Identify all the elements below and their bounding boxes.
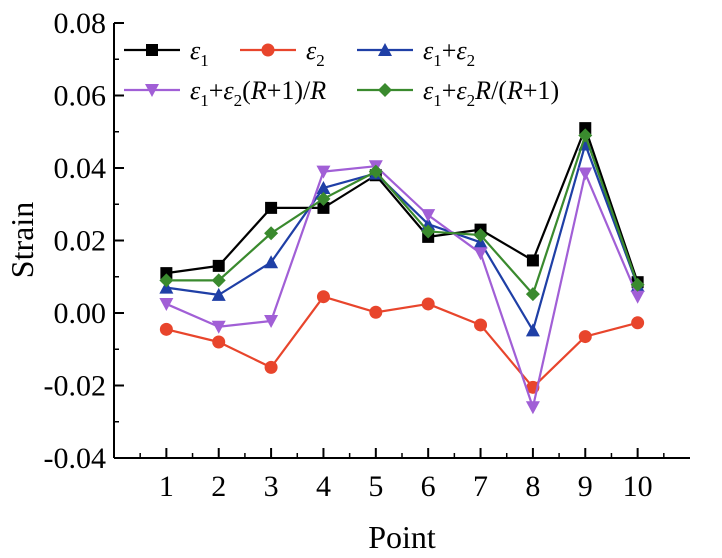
series-line — [166, 134, 639, 296]
data-point — [525, 401, 540, 415]
x-tick-label: 2 — [211, 470, 226, 503]
legend-label: ε1​ — [190, 36, 209, 70]
data-point — [421, 224, 436, 239]
data-point — [630, 277, 645, 292]
legend-entry-5 — [357, 83, 413, 97]
series-line — [165, 165, 639, 409]
data-point — [316, 191, 331, 206]
legend-marker — [261, 43, 275, 57]
data-point — [264, 314, 279, 328]
legend-marker — [378, 43, 392, 56]
legend: ε1​ ε2​ ε1​+ε2​ ε1​+ε2​(R+1)/R ε1​+ε2​R/(R+1… — [124, 36, 559, 110]
data-point — [579, 122, 592, 135]
y-tick-label: 0.02 — [54, 225, 107, 258]
data-point — [211, 273, 226, 288]
x-tick-label: 10 — [623, 470, 653, 503]
data-point — [160, 267, 173, 280]
data-point — [369, 305, 383, 319]
data-point — [264, 360, 278, 374]
legend-entry-4 — [124, 84, 180, 97]
data-point — [264, 226, 279, 241]
series-5 — [159, 128, 645, 302]
x-axis-title: Point — [368, 519, 436, 555]
data-point — [578, 167, 593, 181]
data-point — [578, 128, 593, 143]
data-point — [159, 273, 174, 288]
data-point — [211, 287, 226, 301]
data-point — [630, 290, 645, 304]
data-point — [474, 318, 488, 332]
data-point — [578, 330, 592, 344]
data-point — [264, 255, 279, 269]
data-point — [317, 201, 330, 214]
x-tick-label: 9 — [578, 470, 593, 503]
data-point — [159, 322, 173, 336]
series-line — [166, 143, 639, 332]
data-point — [631, 316, 645, 330]
x-tick-label: 6 — [421, 470, 436, 503]
data-point — [316, 165, 331, 179]
data-point — [368, 164, 383, 179]
x-tick-label: 1 — [159, 470, 174, 503]
data-point — [211, 320, 226, 334]
legend-label: ε2​ — [306, 36, 325, 70]
x-tick-label: 3 — [264, 470, 279, 503]
legend-label: ε1​+ε2​R/(R+1) — [423, 76, 559, 110]
y-tick-label: -0.04 — [44, 442, 107, 475]
legend-entry-3 — [357, 43, 413, 56]
legend-label: ε1​+ε2​ — [423, 36, 475, 70]
y-tick-label: 0.08 — [54, 7, 107, 40]
y-tick-label: 0.00 — [54, 297, 107, 330]
data-point — [212, 335, 226, 349]
data-point — [473, 228, 488, 243]
data-point — [525, 287, 540, 302]
legend-entry-1 — [124, 44, 180, 56]
x-tick-label: 4 — [316, 470, 331, 503]
data-point — [316, 180, 331, 194]
legend-marker — [378, 83, 392, 97]
data-point — [265, 201, 278, 214]
y-tick-label: -0.02 — [44, 370, 107, 403]
data-point — [421, 209, 436, 223]
data-point — [421, 297, 435, 311]
x-tick-label: 7 — [473, 470, 488, 503]
plot-area — [159, 122, 645, 415]
data-point — [525, 323, 540, 337]
y-tick-label: 0.06 — [54, 80, 107, 113]
data-point — [159, 297, 174, 311]
legend-marker — [145, 84, 159, 97]
data-point — [473, 247, 488, 261]
legend-entry-2 — [240, 43, 296, 57]
legend-marker — [146, 44, 158, 56]
y-axis-title: Strain — [4, 202, 40, 278]
series-line — [166, 295, 638, 389]
axes: -0.04 -0.02 0.00 0.02 0.04 0.06 0.08 1 2 3 4 5 6 7 8 9 1… — [44, 7, 690, 503]
legend-label: ε1​+ε2​(R+1)/R — [190, 76, 326, 110]
series-line — [166, 127, 639, 283]
x-tick-label: 5 — [368, 470, 383, 503]
y-tick-label: 0.04 — [54, 152, 107, 185]
data-point — [316, 290, 330, 304]
series-2 — [159, 290, 645, 394]
data-point — [526, 254, 539, 267]
data-point — [212, 259, 225, 272]
x-tick-label: 8 — [525, 470, 540, 503]
series-1 — [160, 122, 644, 289]
